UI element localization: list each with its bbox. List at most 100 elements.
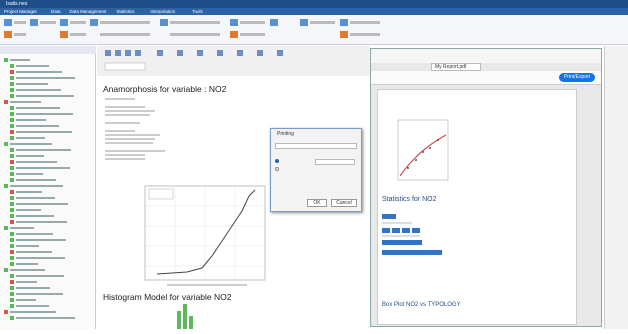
pdf-content <box>382 119 449 255</box>
tree-item[interactable] <box>16 233 53 235</box>
tree-item[interactable] <box>16 203 68 205</box>
tree-icon <box>10 208 14 212</box>
tree-item[interactable] <box>16 251 52 253</box>
paper-select[interactable] <box>315 159 355 165</box>
pdf-toolbar <box>371 71 601 85</box>
tree-icon <box>10 94 14 98</box>
tree-item[interactable] <box>16 299 36 301</box>
tree-item[interactable] <box>16 275 64 277</box>
tree-icon <box>10 232 14 236</box>
tree-icon <box>10 82 14 86</box>
tree-item[interactable] <box>16 221 67 223</box>
tree-icon <box>10 220 14 224</box>
printer-select[interactable] <box>275 143 357 149</box>
tree-item[interactable] <box>16 65 49 67</box>
tree-item[interactable] <box>16 119 46 121</box>
tree-item[interactable] <box>16 161 57 163</box>
tree-item[interactable] <box>16 77 75 79</box>
title-bar: Isatis.neo <box>0 0 628 8</box>
tree-item[interactable] <box>16 89 61 91</box>
tree-item[interactable] <box>16 287 50 289</box>
tree-item[interactable] <box>16 281 37 283</box>
tree-item[interactable] <box>16 305 49 307</box>
tree-icon <box>10 88 14 92</box>
tree-icon <box>4 268 8 272</box>
tree-item[interactable] <box>16 83 48 85</box>
tree-item[interactable] <box>16 149 71 151</box>
portrait-radio[interactable] <box>275 159 279 163</box>
tree-icon <box>4 310 8 314</box>
tree-item[interactable] <box>16 209 41 211</box>
tree-icon <box>10 64 14 68</box>
tree-panel <box>0 46 96 329</box>
tree-icon <box>10 130 14 134</box>
tree-icon <box>10 160 14 164</box>
tree-item[interactable] <box>10 227 34 229</box>
tree-item[interactable] <box>16 137 45 139</box>
tree-icon <box>10 118 14 122</box>
tree-icon <box>10 178 14 182</box>
tree-icon <box>10 292 14 296</box>
pdf-page: Statistics for NO2 Box Plot NO2 vs TYPOL… <box>377 89 577 325</box>
tree-icon <box>10 202 14 206</box>
tree-icon <box>10 214 14 218</box>
tree-item[interactable] <box>16 167 70 169</box>
report-title: Anamorphosis for variable : NO2 <box>103 84 227 94</box>
menu-tab[interactable]: Data Management <box>69 9 107 14</box>
tree-item[interactable] <box>16 155 44 157</box>
print-export-button[interactable]: Print/Export <box>559 73 595 82</box>
tree-item[interactable] <box>16 125 59 127</box>
histogram-title: Histogram Model for variable NO2 <box>103 292 232 302</box>
pdf-viewer: My Report.pdf Print/Export Statistics fo… <box>370 48 602 327</box>
tree-icon <box>10 76 14 80</box>
menu-tab[interactable]: Data <box>51 9 61 14</box>
pdf-menu <box>371 49 601 63</box>
menu-tab[interactable]: Statistics <box>116 9 135 14</box>
tree-icon <box>10 190 14 194</box>
tree-icon <box>4 142 8 146</box>
tree-item[interactable] <box>10 101 41 103</box>
tree-item[interactable] <box>16 113 73 115</box>
tree-item[interactable] <box>10 185 63 187</box>
tree-icon <box>10 172 14 176</box>
tree-item[interactable] <box>16 95 74 97</box>
tree-icon <box>10 196 14 200</box>
tree-item[interactable] <box>16 173 43 175</box>
tree-icon <box>10 286 14 290</box>
menu-tab[interactable]: Interpolation <box>150 9 176 14</box>
tree-item[interactable] <box>16 257 65 259</box>
tree-item[interactable] <box>10 269 45 271</box>
tree-item[interactable] <box>16 317 75 319</box>
tree-item[interactable] <box>16 107 60 109</box>
tree-item[interactable] <box>16 179 56 181</box>
ok-button[interactable]: OK <box>307 199 327 207</box>
tree-icon <box>10 262 14 266</box>
tree-item[interactable] <box>16 239 66 241</box>
tree-item[interactable] <box>10 311 56 313</box>
tree-item[interactable] <box>16 293 63 295</box>
boxplot-title: Box Plot NO2 vs TYPOLOGY <box>382 302 461 308</box>
menu-tab[interactable]: Tools <box>192 9 203 14</box>
tree-icon <box>10 166 14 170</box>
tree-icon <box>10 70 14 74</box>
ribbon-icons <box>4 19 380 38</box>
tree-item[interactable] <box>16 215 54 217</box>
statistics-title: Statistics for NO2 <box>382 196 437 203</box>
pdf-tab[interactable]: My Report.pdf <box>431 63 481 71</box>
tree-item[interactable] <box>16 191 42 193</box>
cancel-button[interactable]: Cancel <box>331 199 357 207</box>
tree-item[interactable] <box>10 59 30 61</box>
tree-icon <box>10 154 14 158</box>
tree-icon <box>10 298 14 302</box>
tree-item[interactable] <box>16 71 62 73</box>
tree-item[interactable] <box>16 263 38 265</box>
tree-item[interactable] <box>10 143 52 145</box>
tree-item[interactable] <box>16 131 72 133</box>
landscape-radio[interactable] <box>275 167 279 171</box>
tree-icon <box>4 184 8 188</box>
tree <box>0 46 96 320</box>
tree-icon <box>10 274 14 278</box>
tree-item[interactable] <box>16 245 39 247</box>
tree-item[interactable] <box>16 197 55 199</box>
menu-tab[interactable]: Project Manager <box>4 9 38 14</box>
